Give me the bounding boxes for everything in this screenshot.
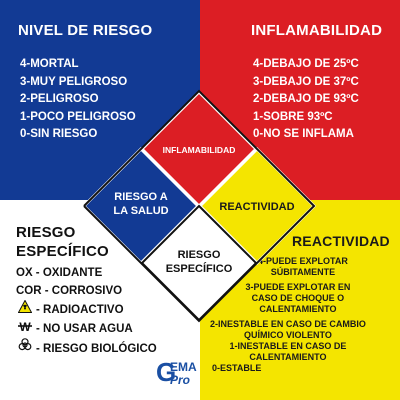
diamond-specific-label-2: ESPECÍFICO [166,262,233,275]
reactivity-item: 4-PUEDE EXPLOTAR [257,256,348,266]
reactivity-item: CASO DE CHOQUE O [251,293,345,303]
health-item: 4-MORTAL [20,58,79,70]
logo-letter: G [156,357,177,387]
specific-hazard-item: OX - OXIDANTE [16,267,103,279]
reactivity-item: QUÍMICO VIOLENTO [244,330,332,340]
diamond-health-label-1: RIESGO A [114,191,167,203]
specific-hazard-item: - RADIOACTIVO [16,299,157,319]
health-title: NIVEL DE RIESGO [18,22,153,39]
specific-hazard-title: RIESGO ESPECÍFICO [16,223,109,261]
specific-hazard-title-line2: ESPECÍFICO [16,243,109,260]
reactivity-item: 2-INESTABLE EN CASO DE CAMBIO [210,319,366,329]
specific-hazard-item: W - NO USAR AGUA [16,319,157,338]
reactivity-item: CALENTAMIENTO [249,352,327,362]
biohazard-icon [16,338,34,357]
specific-hazard-item: - RIESGO BIOLÓGICO [16,338,157,358]
diamond-specific-label-1: RIESGO [178,249,221,261]
health-item: 1-POCO PELIGROSO [20,110,136,123]
flammability-item: 2-DEBAJO DE 93ºC [253,93,359,105]
specific-hazard-item: COR - CORROSIVO [16,285,123,297]
flammability-item: 1-SOBRE 93ºC [253,110,333,123]
logo-line2: Pro [170,373,191,387]
reactivity-item: 0-ESTABLE [212,363,262,373]
svg-text:W: W [19,320,31,332]
health-list: 4-MORTAL 3-MUY PELIGROSO 2-PELIGROSO 1-P… [20,56,136,144]
reactivity-item: CALENTAMIENTO [259,304,337,314]
flammability-item: 3-DEBAJO DE 37ºC [253,75,359,88]
diamond-flammability-label: INFLAMABILIDAD [163,145,236,155]
radioactive-icon [16,299,34,318]
health-item: 2-PELIGROSO [20,93,99,105]
reactivity-item: SÚBITAMENTE [270,267,336,277]
diamond-reactivity-label: REACTIVIDAD [219,201,294,213]
reactivity-title: REACTIVIDAD [292,233,390,249]
reactivity-item: 3-PUEDE EXPLOTAR EN [245,282,351,292]
flammability-item: 0-NO SE INFLAMA [253,128,354,140]
diamond-health-label-2: LA SALUD [113,205,168,217]
no-water-icon: W [16,319,34,337]
flammability-item: 4-DEBAJO DE 25ºC [253,58,359,70]
logo-line1: EMA [170,360,197,374]
health-item: 3-MUY PELIGROSO [20,75,128,88]
specific-hazard-title-line1: RIESGO [16,224,76,241]
health-item: 0-SIN RIESGO [20,128,98,140]
gema-pro-logo: G EMA Pro [156,358,204,388]
reactivity-list: 4-PUEDE EXPLOTAR SÚBITAMENTE 3-PUEDE EXP… [210,256,366,374]
reactivity-item: 1-INESTABLE EN CASO DE [229,341,347,351]
flammability-list: 4-DEBAJO DE 25ºC 3-DEBAJO DE 37ºC 2-DEBA… [253,56,359,144]
specific-hazard-list: OX - OXIDANTE COR - CORROSIVO - RADIOACT… [16,264,157,358]
flammability-title: INFLAMABILIDAD [251,22,383,39]
